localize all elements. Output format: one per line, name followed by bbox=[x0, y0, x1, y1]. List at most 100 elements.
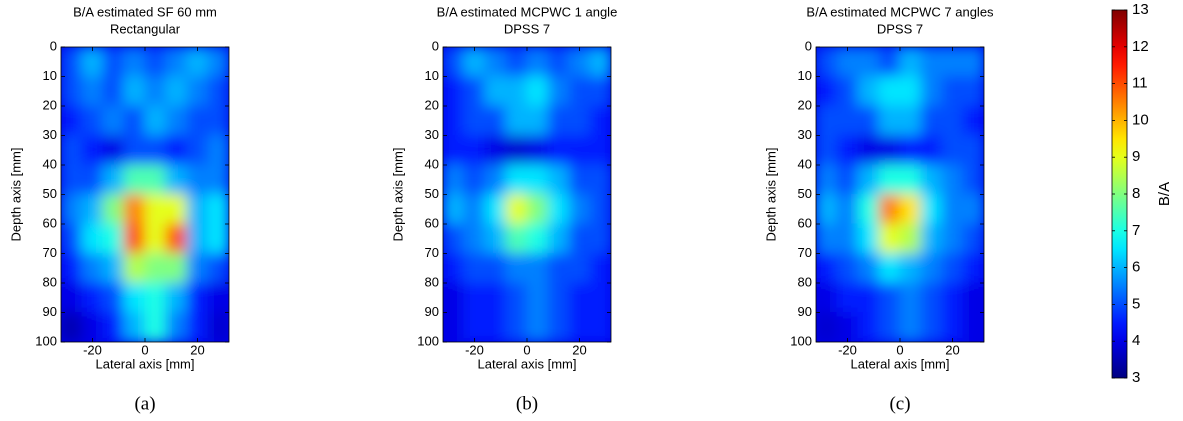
y-tick-label: 30 bbox=[43, 127, 57, 142]
heatmap-cell bbox=[207, 194, 229, 225]
heatmap-cell bbox=[526, 312, 549, 342]
y-tick-label: 10 bbox=[425, 68, 439, 83]
heatmap-cell bbox=[836, 47, 859, 77]
heatmap-cell bbox=[165, 194, 188, 225]
y-tick-label: 80 bbox=[43, 274, 57, 289]
heatmap-area bbox=[61, 47, 229, 342]
heatmap-cell bbox=[81, 47, 104, 77]
heatmap-cell bbox=[526, 47, 549, 77]
heatmap-cell bbox=[81, 76, 104, 107]
heatmap-cell bbox=[186, 194, 209, 225]
y-tick-label: 90 bbox=[43, 304, 57, 319]
y-tick-label: 100 bbox=[417, 333, 439, 348]
heatmap-cell bbox=[878, 76, 901, 107]
heatmap-cell bbox=[463, 282, 486, 313]
x-axis-label: Lateral axis [mm] bbox=[851, 356, 950, 371]
heatmap-cell bbox=[816, 223, 838, 254]
heatmap-cell bbox=[207, 253, 229, 284]
heatmap-cell bbox=[941, 164, 964, 195]
x-tick-label: 0 bbox=[523, 342, 530, 357]
heatmap-cell bbox=[857, 135, 880, 166]
heatmap-cell bbox=[526, 76, 549, 107]
heatmap-cell bbox=[589, 253, 611, 284]
heatmap-cell bbox=[505, 76, 528, 107]
heatmap-cell bbox=[443, 105, 465, 136]
heatmap-cell bbox=[61, 282, 83, 313]
heatmap-cell bbox=[816, 282, 838, 313]
heatmap-cell bbox=[165, 105, 188, 136]
heatmap-cell bbox=[186, 164, 209, 195]
heatmap-cell bbox=[878, 135, 901, 166]
y-tick-label: 50 bbox=[43, 186, 57, 201]
heatmap-cell bbox=[878, 47, 901, 77]
heatmap bbox=[816, 47, 984, 342]
y-tick-label: 60 bbox=[425, 215, 439, 230]
heatmap-cell bbox=[144, 47, 167, 77]
heatmap-cell bbox=[568, 253, 591, 284]
heatmap-cell bbox=[505, 47, 528, 77]
heatmap-cell bbox=[443, 194, 465, 225]
heatmap-cell bbox=[962, 76, 984, 107]
chart-subtitle: Rectangular bbox=[110, 21, 181, 36]
colorbar-tick-label: 11 bbox=[1132, 75, 1148, 92]
heatmap-cell bbox=[920, 282, 943, 313]
y-tick-label: 0 bbox=[805, 38, 812, 53]
heatmap-cell bbox=[526, 282, 549, 313]
heatmap-cell bbox=[443, 253, 465, 284]
heatmap-cell bbox=[61, 105, 83, 136]
heatmap-cell bbox=[144, 135, 167, 166]
caption: (a) bbox=[134, 393, 155, 414]
heatmap-cell bbox=[123, 76, 146, 107]
heatmap-cell bbox=[463, 76, 486, 107]
heatmap-cell bbox=[941, 47, 964, 77]
heatmap-cell bbox=[920, 47, 943, 77]
heatmap-cell bbox=[165, 312, 188, 342]
heatmap-cell bbox=[816, 164, 838, 195]
heatmap-cell bbox=[484, 164, 507, 195]
heatmap-cell bbox=[568, 47, 591, 77]
y-tick-label: 100 bbox=[790, 333, 812, 348]
heatmap-cell bbox=[123, 223, 146, 254]
y-tick-label: 20 bbox=[798, 97, 812, 112]
heatmap-cell bbox=[81, 105, 104, 136]
chart-subtitle: DPSS 7 bbox=[504, 21, 550, 36]
heatmap-cell bbox=[547, 164, 570, 195]
heatmap-cell bbox=[816, 194, 838, 225]
heatmap-cell bbox=[899, 76, 922, 107]
heatmap-cell bbox=[920, 223, 943, 254]
heatmap-cell bbox=[207, 76, 229, 107]
heatmap-cell bbox=[878, 312, 901, 342]
heatmap-cell bbox=[443, 223, 465, 254]
heatmap-cell bbox=[941, 135, 964, 166]
heatmap-cell bbox=[123, 282, 146, 313]
heatmap-cell bbox=[857, 76, 880, 107]
heatmap-cell bbox=[857, 223, 880, 254]
heatmap-cell bbox=[484, 312, 507, 342]
heatmap-cell bbox=[186, 282, 209, 313]
heatmap-cell bbox=[186, 105, 209, 136]
x-axis-label: Lateral axis [mm] bbox=[478, 356, 577, 371]
heatmap-cell bbox=[962, 135, 984, 166]
colorbar-tick-label: 10 bbox=[1132, 111, 1149, 128]
heatmap-cell bbox=[836, 194, 859, 225]
heatmap-cell bbox=[857, 282, 880, 313]
y-tick-label: 90 bbox=[425, 304, 439, 319]
colorbar-tick-label: 8 bbox=[1132, 185, 1140, 202]
heatmap-cell bbox=[962, 194, 984, 225]
y-tick-label: 10 bbox=[43, 68, 57, 83]
heatmap-cell bbox=[61, 312, 83, 342]
y-tick-label: 20 bbox=[43, 97, 57, 112]
heatmap-cell bbox=[941, 282, 964, 313]
heatmap-cell bbox=[941, 194, 964, 225]
heatmap-cell bbox=[941, 76, 964, 107]
y-tick-label: 70 bbox=[425, 245, 439, 260]
heatmap-cell bbox=[962, 47, 984, 77]
x-tick-label: 20 bbox=[945, 342, 959, 357]
heatmap-cell bbox=[589, 105, 611, 136]
heatmap-cell bbox=[505, 194, 528, 225]
heatmap-cell bbox=[857, 105, 880, 136]
heatmap-cell bbox=[165, 164, 188, 195]
heatmap-cell bbox=[61, 76, 83, 107]
heatmap-cell bbox=[81, 135, 104, 166]
x-tick-label: -20 bbox=[465, 342, 484, 357]
